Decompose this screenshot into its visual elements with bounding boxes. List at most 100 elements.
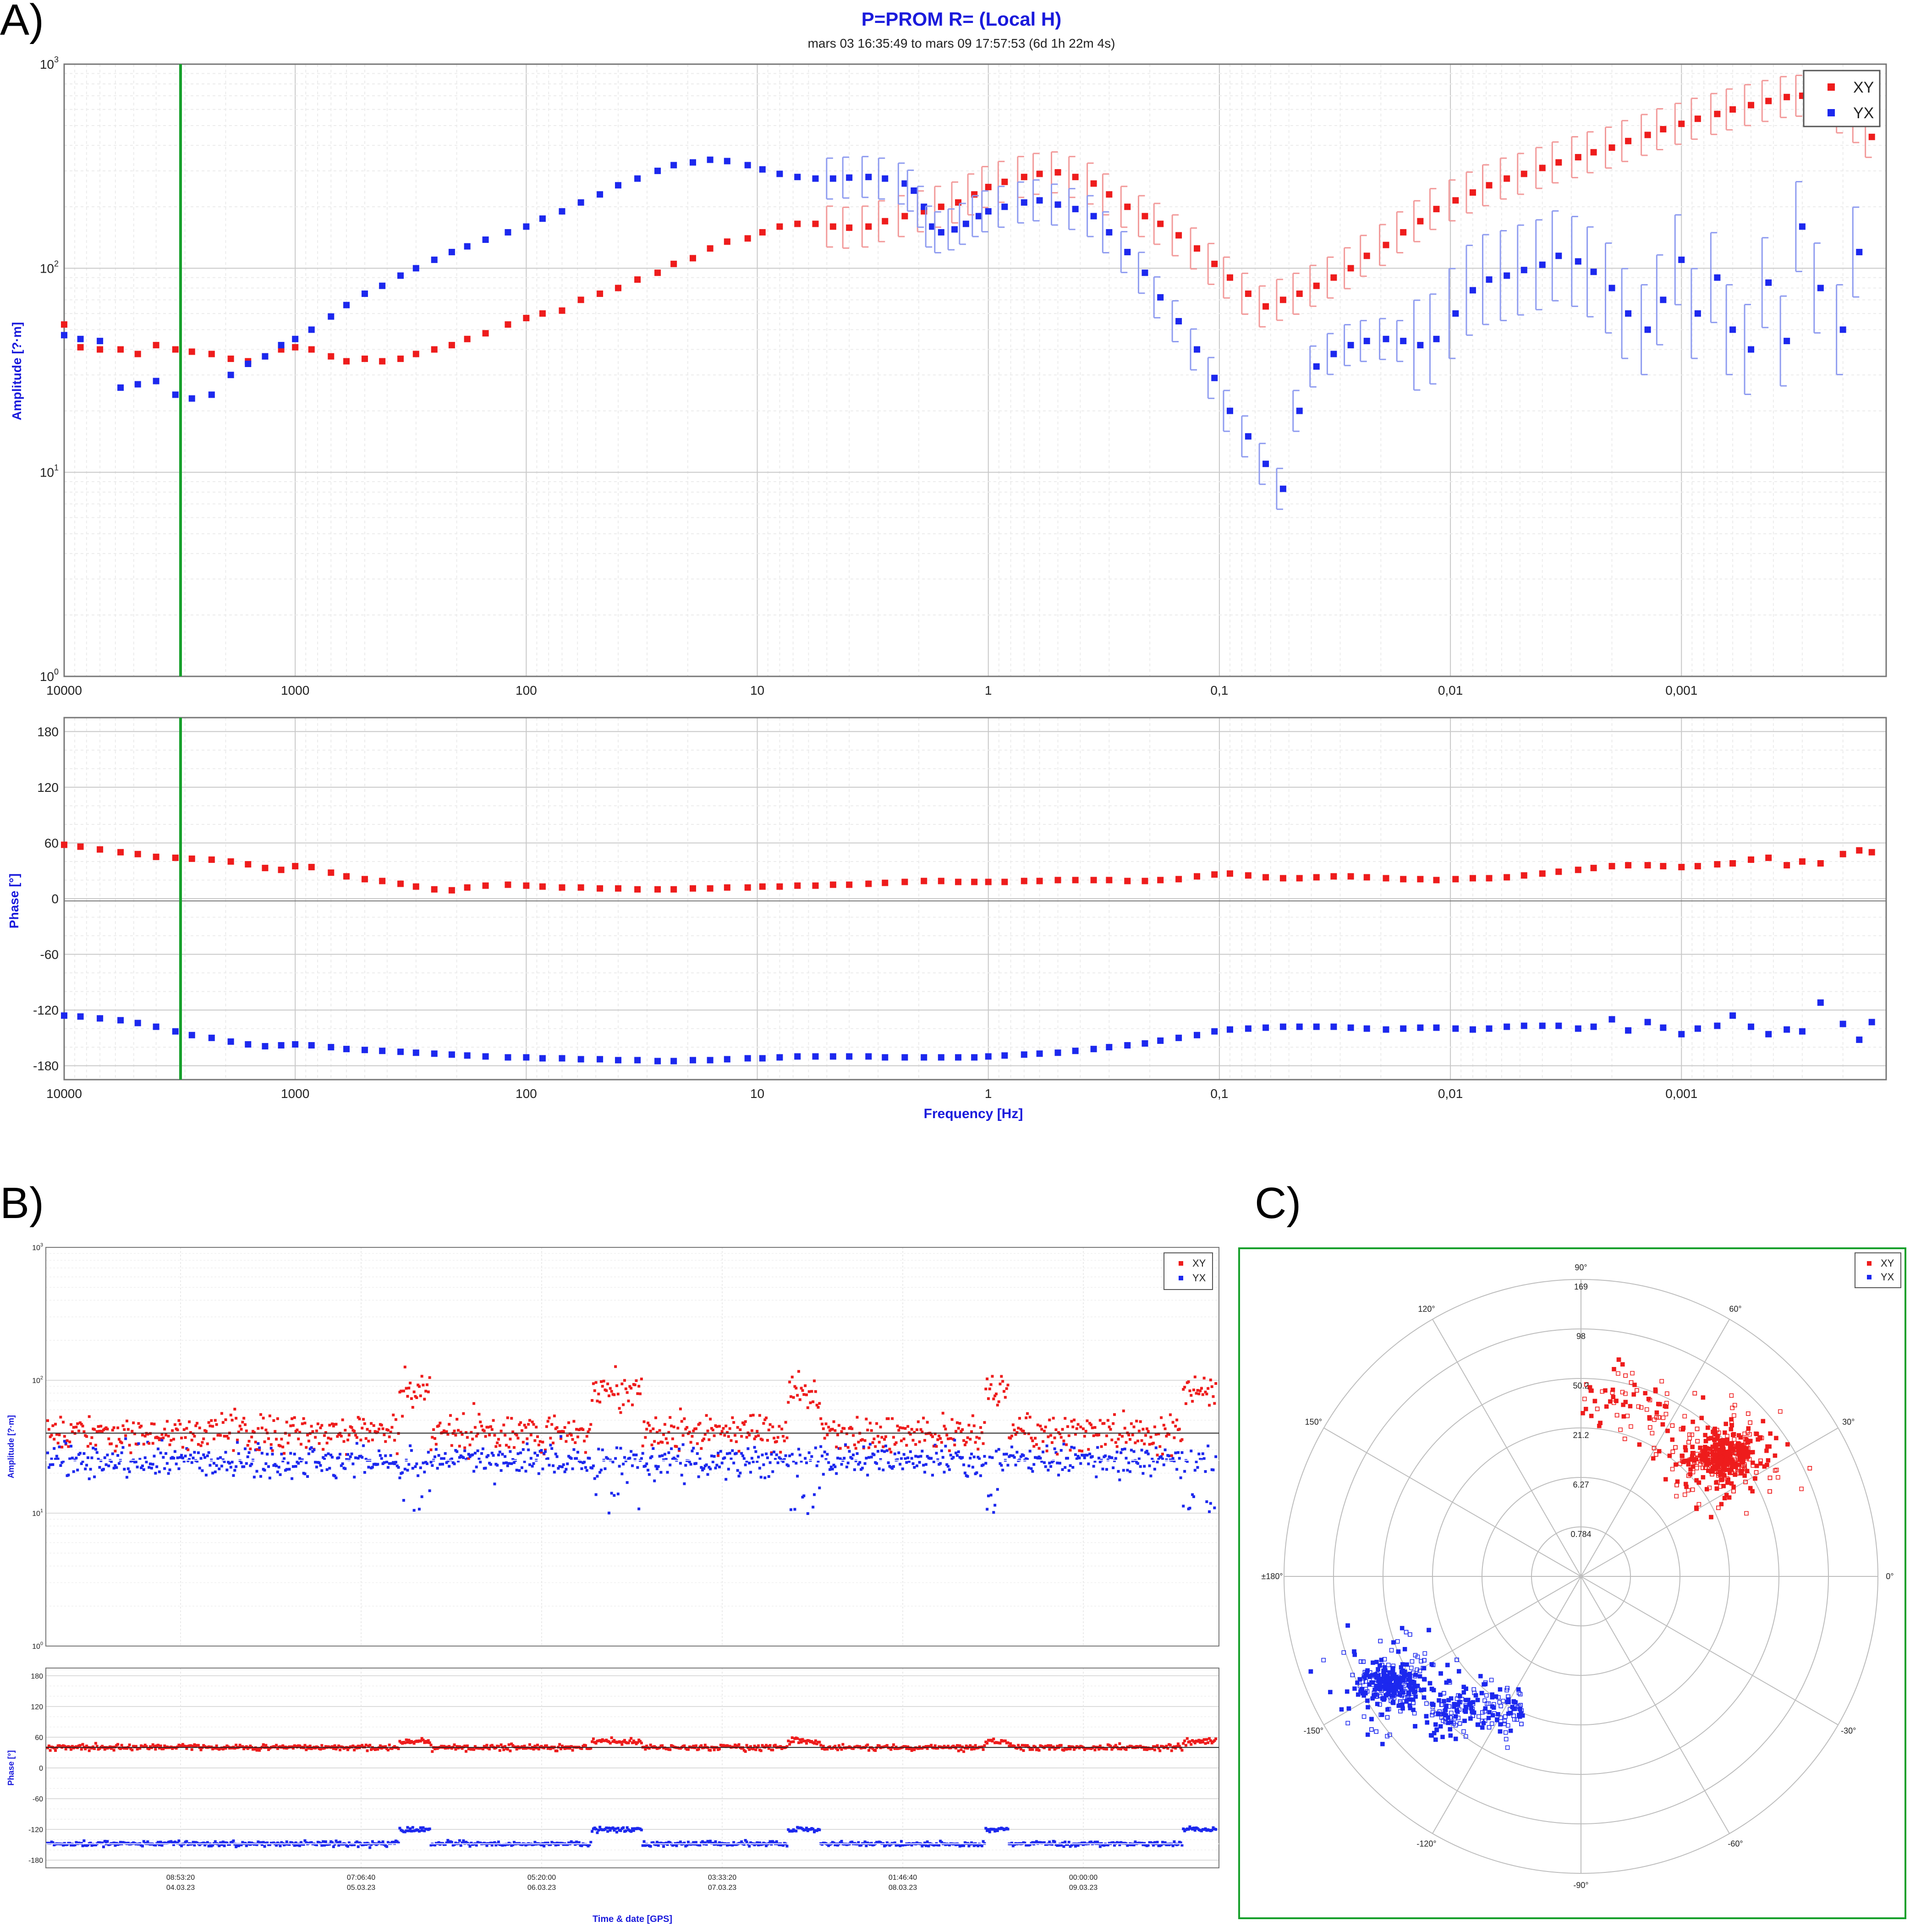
yx-time-amplitude-point xyxy=(1026,1458,1029,1461)
yx-time-phase-point xyxy=(180,1844,183,1848)
yx-amplitude-point xyxy=(1714,274,1721,281)
xy-time-amplitude-point xyxy=(314,1436,317,1439)
xy-time-amplitude-point xyxy=(324,1431,327,1434)
xy-time-amplitude-point xyxy=(1037,1447,1041,1450)
yx-phase-point xyxy=(1245,1025,1251,1032)
yx-time-phase-point xyxy=(686,1844,689,1847)
yx-time-phase-point xyxy=(419,1826,422,1829)
yx-time-phase-point xyxy=(533,1841,537,1844)
xy-time-amplitude-point xyxy=(628,1385,631,1388)
yx-time-amplitude-point xyxy=(720,1461,724,1465)
yx-amplitude-point xyxy=(901,180,908,187)
yx-time-phase-point xyxy=(339,1840,341,1844)
yx-time-amplitude-point xyxy=(835,1472,838,1475)
xy-time-amplitude-point xyxy=(125,1419,128,1422)
xy-time-phase-point xyxy=(565,1745,568,1748)
xy-time-phase-point xyxy=(892,1743,895,1746)
xy-time-amplitude-point xyxy=(1157,1433,1160,1436)
legend-xy-swatch xyxy=(1828,83,1835,91)
xy-time-phase-point xyxy=(252,1748,256,1751)
xy-time-amplitude-point xyxy=(657,1442,660,1445)
yx-time-amplitude-point xyxy=(996,1488,999,1491)
xy-time-amplitude-point xyxy=(596,1400,599,1403)
xy-time-amplitude-point xyxy=(1117,1438,1120,1441)
xy-time-amplitude-point xyxy=(272,1419,275,1422)
yx-time-amplitude-point xyxy=(267,1465,270,1468)
yx-phase-point xyxy=(153,1023,159,1030)
xy-time-amplitude-point xyxy=(1061,1428,1064,1431)
xy-time-phase-point xyxy=(339,1748,341,1751)
xy-time-amplitude-point xyxy=(189,1431,192,1434)
yx-time-phase-point xyxy=(315,1843,318,1846)
xy-amplitude-point xyxy=(901,213,908,220)
xy-time-phase-point xyxy=(905,1747,908,1750)
xy-time-phase-point xyxy=(580,1747,583,1750)
xy-time-amplitude-point xyxy=(938,1434,941,1438)
yx-amplitude-point xyxy=(975,213,982,220)
yx-time-amplitude-point xyxy=(1204,1470,1207,1473)
yx-time-amplitude-point xyxy=(566,1462,569,1465)
yx-time-amplitude-point xyxy=(433,1455,436,1459)
yx-time-amplitude-point xyxy=(1156,1460,1159,1464)
panel-label-c: C) xyxy=(1255,1179,1301,1228)
xy-time-phase-point xyxy=(454,1748,457,1751)
yx-time-phase-point xyxy=(1192,1827,1195,1830)
xy-time-amplitude-point xyxy=(194,1424,198,1427)
xy-time-amplitude-point xyxy=(974,1441,977,1444)
xy-amplitude-point xyxy=(1194,245,1201,252)
yx-time-amplitude-point xyxy=(902,1453,906,1456)
yx-time-amplitude-point xyxy=(742,1457,746,1460)
xy-time-amplitude-point xyxy=(676,1427,680,1430)
yx-time-phase-point xyxy=(433,1844,436,1847)
yx-time-phase-point xyxy=(279,1844,282,1848)
xy-time-phase-point xyxy=(972,1747,976,1751)
xy-time-amplitude-point xyxy=(1011,1423,1015,1427)
xy-time-amplitude-point xyxy=(1202,1377,1206,1380)
xy-time-amplitude-point xyxy=(94,1444,97,1447)
xy-time-amplitude-point xyxy=(410,1397,413,1400)
xy-time-phase-point xyxy=(1009,1742,1012,1745)
yx-time-phase-point xyxy=(1035,1840,1038,1843)
yx-phase-point xyxy=(1194,1032,1201,1038)
yx-time-amplitude-point xyxy=(1193,1469,1197,1472)
xy-time-amplitude-point xyxy=(359,1438,362,1442)
yx-time-amplitude-point xyxy=(788,1454,791,1457)
yx-time-phase-point xyxy=(624,1829,627,1833)
xy-amplitude-point xyxy=(955,199,962,206)
yx-phase-point xyxy=(1142,1040,1148,1047)
yx-time-phase-point xyxy=(641,1844,644,1847)
xy-phase-point xyxy=(1839,851,1846,857)
xy-phase-point xyxy=(245,861,252,868)
xy-phase-point xyxy=(901,878,908,885)
xy-time-amplitude-point xyxy=(417,1383,420,1387)
xy-phase-point xyxy=(1175,876,1182,883)
xy-phase-point xyxy=(1330,873,1337,880)
xy-time-phase-point xyxy=(836,1748,840,1751)
xy-time-phase-point xyxy=(457,1746,460,1750)
yx-time-phase-point xyxy=(458,1839,461,1842)
yx-time-phase-point xyxy=(938,1844,941,1847)
yx-time-phase-point xyxy=(385,1845,389,1848)
xy-time-amplitude-point xyxy=(748,1433,751,1437)
yx-time-amplitude-point xyxy=(661,1454,664,1457)
yx-time-phase-point xyxy=(642,1840,646,1843)
yx-time-amplitude-point xyxy=(724,1478,728,1481)
yx-phase-point xyxy=(724,1056,730,1063)
yx-time-amplitude-point xyxy=(533,1451,537,1454)
yx-time-amplitude-point xyxy=(351,1462,355,1465)
yx-time-amplitude-point xyxy=(1056,1461,1059,1465)
yx-time-amplitude-point xyxy=(543,1452,546,1455)
xy-time-amplitude-point xyxy=(545,1425,548,1428)
xy-time-amplitude-point xyxy=(562,1430,565,1433)
xy-time-phase-point xyxy=(669,1748,672,1751)
yx-time-amplitude-point xyxy=(104,1463,108,1466)
yx-phase-point xyxy=(1817,999,1824,1006)
xy-time-phase-point xyxy=(1190,1743,1193,1746)
yx-time-amplitude-point xyxy=(1195,1460,1198,1463)
yx-time-phase-point xyxy=(1031,1841,1034,1844)
xy-time-phase-point xyxy=(176,1745,179,1748)
xy-time-phase-point xyxy=(871,1747,874,1750)
yx-time-phase-point xyxy=(1059,1844,1063,1847)
xy-phase-point xyxy=(938,878,944,884)
xy-time-amplitude-point xyxy=(519,1421,522,1424)
